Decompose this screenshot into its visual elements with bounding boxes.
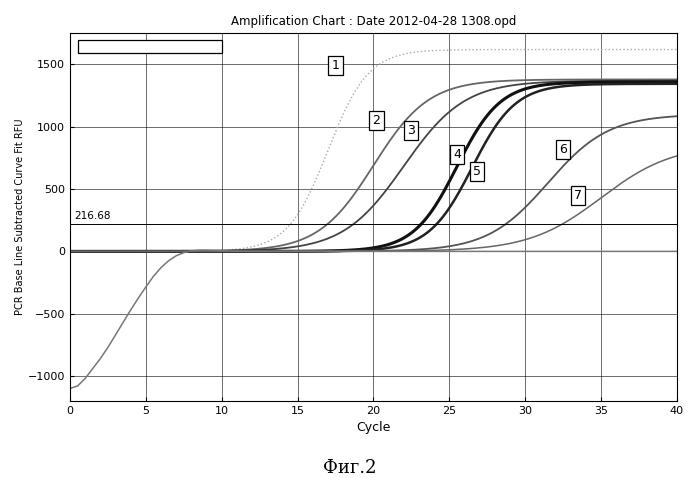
Text: 6: 6: [559, 143, 567, 156]
Title: Amplification Chart : Date 2012-04-28 1308.opd: Amplification Chart : Date 2012-04-28 13…: [231, 15, 516, 28]
Text: 4: 4: [453, 148, 461, 161]
Y-axis label: PCR Base Line Subtracted Curve Fit RFU: PCR Base Line Subtracted Curve Fit RFU: [15, 119, 25, 315]
X-axis label: Cycle: Cycle: [356, 421, 391, 435]
Text: 216.68: 216.68: [75, 211, 111, 221]
Text: 2: 2: [373, 114, 380, 127]
Text: 1: 1: [331, 59, 340, 72]
Text: Фиг.2: Фиг.2: [323, 459, 376, 477]
Text: 5: 5: [473, 165, 481, 178]
FancyBboxPatch shape: [78, 40, 222, 53]
Text: 7: 7: [575, 189, 582, 202]
Text: 3: 3: [408, 124, 415, 137]
